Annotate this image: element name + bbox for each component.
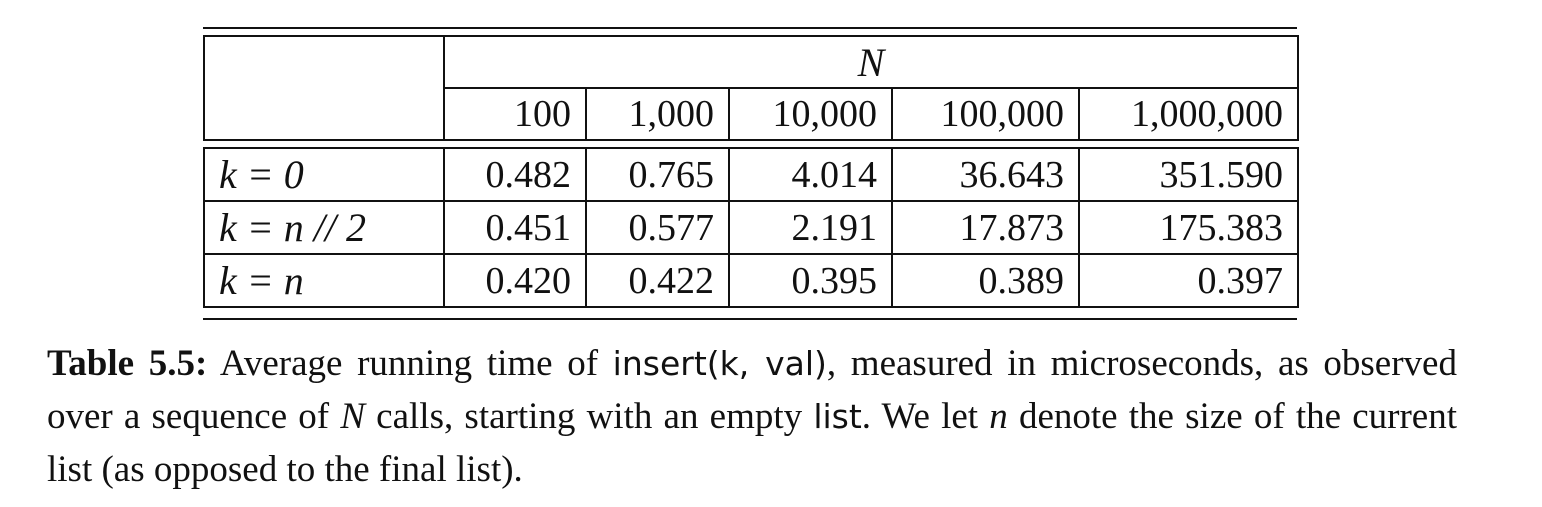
table-cell: 0.577 (585, 200, 730, 255)
table-cell: 0.397 (1077, 253, 1300, 308)
column-header: 100 (443, 87, 587, 141)
table-bottom-rule (203, 318, 1297, 320)
header-N: N (442, 35, 1300, 89)
caption-label: Table 5.5: (47, 343, 208, 384)
table-cell: 0.422 (585, 253, 730, 308)
table-cell: 0.395 (728, 253, 893, 308)
caption-text: calls, starting with an empty (365, 396, 814, 437)
results-table: N 100 1,000 10,000 100,000 1,000,000 k =… (203, 35, 1300, 308)
table-cell: 0.482 (443, 147, 587, 202)
table-caption: Table 5.5: Average running time of inser… (47, 337, 1457, 496)
column-header: 1,000 (585, 87, 730, 141)
table-cell: 17.873 (891, 200, 1080, 255)
header-row-main: N (203, 35, 1300, 141)
caption-variable: N (340, 396, 365, 437)
table-row: k = n 0.420 0.422 0.395 0.389 0.397 (203, 253, 1300, 308)
column-header: 10,000 (728, 87, 893, 141)
row-label: k = n (203, 253, 445, 308)
column-header: 100,000 (891, 87, 1080, 141)
row-label: k = 0 (203, 147, 445, 202)
caption-text: denote the size of the current list (as … (47, 396, 1458, 490)
table-cell: 0.420 (443, 253, 587, 308)
corner-cell (203, 35, 445, 141)
caption-text: Average running time of (207, 343, 613, 384)
header-row-sizes: 100 1,000 10,000 100,000 1,000,000 (204, 87, 1300, 141)
table-row: k = n // 2 0.451 0.577 2.191 17.873 175.… (203, 200, 1300, 255)
table-cell: 2.191 (728, 200, 893, 255)
caption-variable: n (989, 396, 1008, 437)
table-top-rule (203, 27, 1297, 29)
caption-text: , measured in microseconds, as observed … (47, 343, 1457, 437)
table-row: k = 0 0.482 0.765 4.014 36.643 351.590 (203, 147, 1300, 202)
table-cell: 36.643 (891, 147, 1080, 202)
table-cell: 0.451 (443, 200, 587, 255)
caption-code: list (813, 397, 862, 436)
table-cell: 0.389 (891, 253, 1080, 308)
table-cell: 0.765 (585, 147, 730, 202)
caption-code: insert(k, val) (612, 344, 827, 383)
table-cell: 175.383 (1077, 200, 1300, 255)
row-label: k = n // 2 (203, 200, 445, 255)
table-cell: 351.590 (1077, 147, 1300, 202)
caption-text: . We let (861, 396, 990, 437)
header-separator (204, 139, 1299, 149)
column-header: 1,000,000 (1077, 87, 1300, 141)
table-cell: 4.014 (728, 147, 893, 202)
